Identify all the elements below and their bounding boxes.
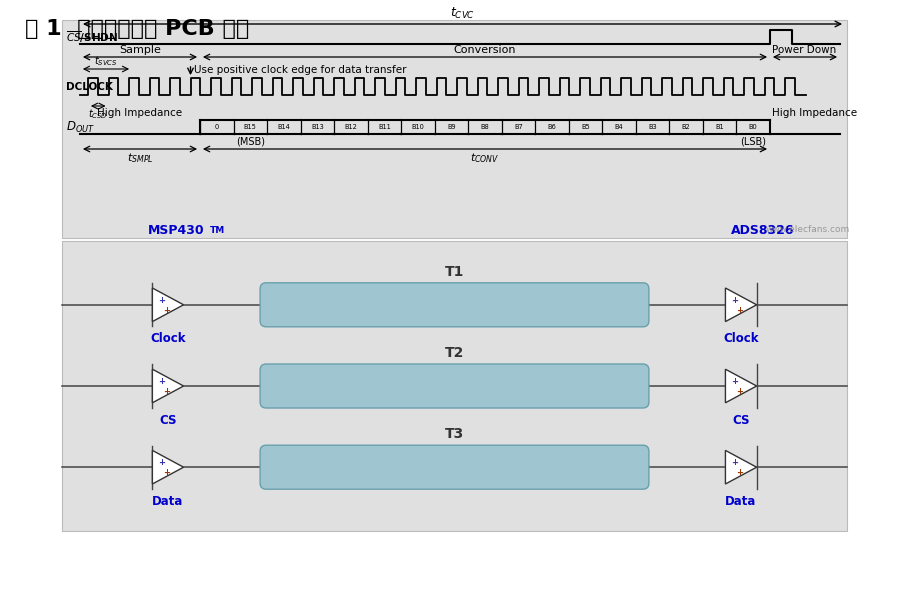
Text: B0: B0: [749, 124, 758, 130]
Text: (LSB): (LSB): [741, 136, 766, 146]
Text: MSP430: MSP430: [148, 224, 205, 237]
Text: +: +: [736, 468, 743, 477]
Text: B15: B15: [244, 124, 257, 130]
Text: T3: T3: [445, 427, 464, 441]
Text: +: +: [736, 387, 743, 396]
Text: (MSB): (MSB): [236, 136, 265, 146]
Polygon shape: [152, 369, 184, 403]
Text: Clock: Clock: [150, 333, 186, 346]
Text: +: +: [159, 296, 166, 305]
Text: High Impedance: High Impedance: [773, 108, 857, 118]
FancyBboxPatch shape: [261, 445, 649, 489]
Text: +: +: [163, 387, 170, 396]
Text: CS: CS: [159, 414, 177, 427]
Text: T1: T1: [445, 265, 465, 279]
Text: B4: B4: [615, 124, 623, 130]
Text: B8: B8: [481, 124, 489, 130]
Text: Sample: Sample: [119, 45, 161, 55]
Polygon shape: [152, 288, 184, 322]
Text: High Impedance: High Impedance: [97, 108, 182, 118]
Text: CS: CS: [732, 414, 750, 427]
Text: $t_{CONV}$: $t_{CONV}$: [470, 151, 500, 165]
Text: +: +: [159, 458, 166, 467]
Text: B2: B2: [681, 124, 691, 130]
Text: B11: B11: [378, 124, 391, 130]
FancyBboxPatch shape: [62, 241, 847, 531]
Text: +: +: [732, 377, 739, 386]
Polygon shape: [152, 451, 184, 484]
Text: B7: B7: [514, 124, 523, 130]
Text: Power Down: Power Down: [772, 45, 836, 55]
Text: 图 1  错配端接阻抗 PCB 装置: 图 1 错配端接阻抗 PCB 装置: [25, 19, 250, 39]
Text: Use positive clock edge for data transfer: Use positive clock edge for data transfe…: [195, 65, 407, 75]
Text: DCLOCK: DCLOCK: [66, 82, 113, 92]
Text: $t_{CSD}$: $t_{CSD}$: [88, 107, 108, 122]
Text: $t_{CVC}$: $t_{CVC}$: [450, 6, 475, 21]
FancyBboxPatch shape: [261, 283, 649, 327]
Text: Data: Data: [725, 495, 757, 508]
Text: +: +: [163, 468, 170, 477]
Polygon shape: [725, 369, 757, 403]
Text: $D_{OUT}$: $D_{OUT}$: [66, 119, 95, 135]
Text: Data: Data: [152, 495, 184, 508]
Text: +: +: [736, 306, 743, 315]
Text: +: +: [732, 458, 739, 467]
Text: www.elecfans.com: www.elecfans.com: [766, 225, 850, 234]
Polygon shape: [725, 288, 757, 322]
Text: B5: B5: [581, 124, 590, 130]
Text: ADS8326: ADS8326: [731, 224, 794, 237]
Text: B1: B1: [715, 124, 724, 130]
Polygon shape: [725, 451, 757, 484]
Text: B13: B13: [311, 124, 323, 130]
Text: +: +: [163, 306, 170, 315]
Text: Clock: Clock: [723, 333, 759, 346]
Text: $t_{SVCS}$: $t_{SVCS}$: [94, 54, 118, 67]
Text: Conversion: Conversion: [454, 45, 517, 55]
Text: B14: B14: [277, 124, 291, 130]
Text: T2: T2: [445, 346, 465, 360]
Text: 0: 0: [215, 124, 219, 130]
Text: B6: B6: [548, 124, 557, 130]
Text: B12: B12: [344, 124, 357, 130]
FancyBboxPatch shape: [62, 20, 847, 238]
Text: +: +: [732, 296, 739, 305]
Text: B9: B9: [447, 124, 456, 130]
Text: $\overline{CS}$/SHDN: $\overline{CS}$/SHDN: [66, 29, 118, 45]
Text: B3: B3: [649, 124, 657, 130]
Text: TM: TM: [210, 226, 225, 235]
Text: B10: B10: [412, 124, 425, 130]
Text: $t_{SMPL}$: $t_{SMPL}$: [127, 151, 153, 165]
FancyBboxPatch shape: [261, 364, 649, 408]
Text: +: +: [159, 377, 166, 386]
